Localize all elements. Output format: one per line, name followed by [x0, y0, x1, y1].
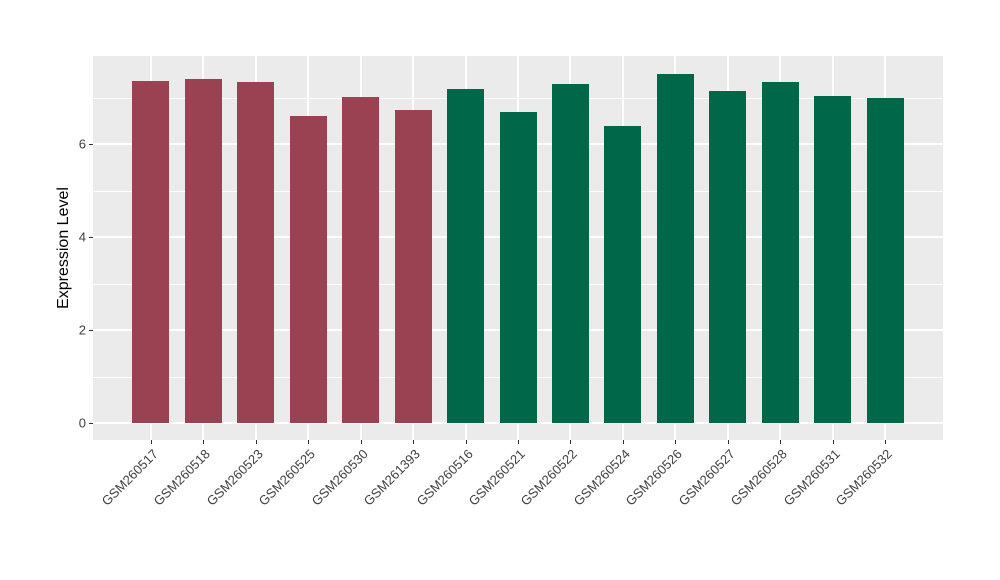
bar-GSM260524 — [604, 126, 642, 423]
x-tick-mark-GSM260523 — [255, 440, 257, 444]
y-tick-mark-0 — [89, 423, 93, 424]
bar-GSM260523 — [237, 82, 275, 423]
bar-GSM260530 — [342, 96, 380, 423]
x-tick-mark-GSM260526 — [675, 440, 677, 444]
y-tick-mark-4 — [89, 237, 93, 238]
bar-GSM260517 — [132, 80, 170, 423]
plot-panel — [93, 56, 943, 440]
x-tick-mark-GSM260518 — [203, 440, 205, 444]
x-tick-mark-GSM260521 — [518, 440, 519, 444]
y-tick-label-4: 4 — [78, 229, 86, 245]
bar-GSM260532 — [866, 97, 904, 423]
bar-GSM260518 — [184, 78, 222, 423]
bar-GSM260526 — [656, 74, 694, 423]
x-tick-mark-GSM261393 — [413, 440, 415, 444]
bar-GSM260521 — [499, 112, 537, 423]
y-tick-label-6: 6 — [78, 136, 86, 152]
y-tick-mark-6 — [89, 144, 93, 145]
bar-GSM261393 — [394, 110, 432, 423]
x-tick-mark-GSM260516 — [465, 440, 467, 444]
bar-GSM260525 — [289, 115, 327, 423]
x-tick-mark-GSM260530 — [360, 440, 362, 444]
bar-GSM260516 — [447, 89, 485, 423]
x-tick-mark-GSM260532 — [885, 440, 887, 444]
x-tick-mark-GSM260531 — [832, 440, 834, 444]
y-axis-title: Expression Level — [55, 187, 72, 309]
bar-GSM260527 — [709, 90, 747, 423]
y-tick-mark-2 — [89, 330, 93, 331]
x-tick-mark-GSM260524 — [622, 440, 624, 444]
bar-GSM260531 — [814, 95, 852, 423]
x-tick-mark-GSM260528 — [780, 440, 782, 444]
x-tick-mark-GSM260525 — [308, 440, 310, 444]
bar-GSM260522 — [551, 84, 589, 423]
x-tick-mark-GSM260517 — [150, 440, 152, 444]
x-tick-mark-GSM260522 — [570, 440, 572, 444]
x-tick-mark-GSM260527 — [727, 440, 729, 444]
y-tick-label-0: 0 — [78, 415, 86, 431]
bar-GSM260528 — [761, 82, 799, 423]
y-tick-label-2: 2 — [78, 322, 86, 338]
